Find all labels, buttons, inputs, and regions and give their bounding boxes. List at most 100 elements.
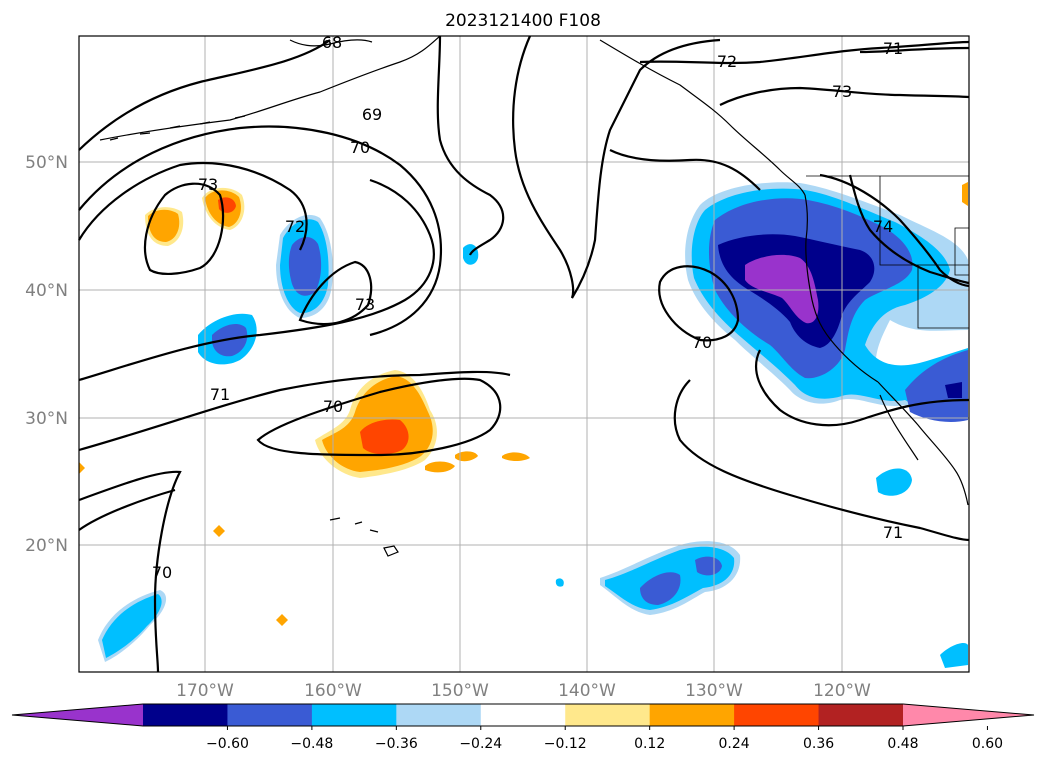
colorbar-tick-label: −0.48 bbox=[290, 736, 333, 752]
lon-tick-label: 120°W bbox=[813, 681, 871, 701]
contour-70-south bbox=[256, 377, 502, 457]
map-gridlines bbox=[79, 36, 969, 672]
contour-label: 72 bbox=[285, 217, 305, 236]
contour-71-west bbox=[78, 178, 435, 382]
state-border-b bbox=[917, 265, 969, 329]
small-orange-field-g bbox=[79, 462, 85, 474]
contour-73-ring bbox=[143, 182, 225, 275]
contour-72-ne bbox=[639, 40, 970, 65]
aleutian-islands bbox=[109, 115, 246, 141]
contour-label: 71 bbox=[883, 39, 903, 58]
orange-field-b bbox=[425, 461, 455, 473]
colorbar-tick-label: 0.24 bbox=[719, 736, 750, 752]
lat-tick-label: 40°N bbox=[25, 281, 68, 301]
contour-70-east-loop bbox=[658, 265, 740, 342]
contour-label: 74 bbox=[873, 217, 893, 236]
contour-70-west bbox=[78, 125, 442, 337]
lon-tick-label: 130°W bbox=[685, 681, 743, 701]
colorbar-tick-label: −0.60 bbox=[206, 736, 249, 752]
contour-label: 70 bbox=[692, 333, 712, 352]
pacific-nw-coast bbox=[804, 194, 879, 383]
contour-label: 70 bbox=[323, 397, 343, 416]
contour-label: 72 bbox=[717, 52, 737, 71]
subtropical-blue-field bbox=[640, 572, 681, 605]
baja-coast bbox=[877, 381, 969, 506]
small-skyblue-field-d bbox=[940, 643, 968, 668]
contour-70-southwest bbox=[78, 488, 176, 531]
contour-label: 71 bbox=[883, 523, 903, 542]
west-coast-purple-field bbox=[745, 254, 819, 324]
colorbar-segment bbox=[649, 704, 735, 726]
west-orange-field-a bbox=[148, 209, 180, 242]
west-pacific-skyblue-field bbox=[102, 594, 162, 658]
map-frame bbox=[78, 35, 970, 673]
contour-71-ne bbox=[859, 46, 970, 54]
contour-label: 73 bbox=[198, 175, 218, 194]
contour-73-se bbox=[848, 174, 970, 285]
baja-navy-field bbox=[945, 382, 962, 398]
small-skyblue-field-c bbox=[876, 468, 912, 496]
shaded-fields bbox=[79, 182, 968, 668]
height-contours bbox=[78, 35, 970, 673]
contour-73-east bbox=[719, 86, 970, 106]
contour-74-east bbox=[819, 173, 970, 288]
contour-71-southwest bbox=[78, 470, 182, 673]
coastlines bbox=[99, 35, 969, 557]
orange-field-c bbox=[455, 451, 478, 462]
latitude-labels: 50°N 40°N 30°N 20°N bbox=[25, 153, 68, 556]
lon-tick-label: 150°W bbox=[431, 681, 489, 701]
contour-label: 71 bbox=[210, 385, 230, 404]
lat-tick-label: 30°N bbox=[25, 409, 68, 429]
colorbar-extend-high bbox=[903, 704, 1034, 726]
orange-field-d bbox=[502, 452, 530, 461]
contour-72-east bbox=[609, 149, 761, 191]
colorbar-tick-label: −0.36 bbox=[375, 736, 418, 752]
colorbar-segment bbox=[565, 704, 651, 726]
contour-72-ring bbox=[78, 161, 308, 251]
state-border-a bbox=[879, 176, 969, 266]
colorbar-tick-label: 0.60 bbox=[972, 736, 1003, 752]
colorbar-segment bbox=[143, 704, 228, 726]
figure-title: 2023121400 F108 bbox=[445, 11, 601, 31]
baja-peninsula bbox=[879, 394, 919, 461]
contour-73-inner bbox=[298, 260, 373, 325]
colorbar-outline bbox=[11, 703, 1035, 727]
contour-71-south bbox=[78, 370, 511, 452]
lon-tick-label: 160°W bbox=[304, 681, 362, 701]
contour-70-east-trough bbox=[755, 349, 970, 427]
central-orangered-field bbox=[360, 419, 409, 455]
contour-label: 73 bbox=[832, 82, 852, 101]
contour-label: 70 bbox=[152, 563, 172, 582]
contour-labels: 68 69 70 71 72 73 74 73 72 73 70 71 70 7… bbox=[152, 33, 903, 582]
longitude-labels: 170°W 160°W 150°W 140°W 130°W 120°W bbox=[176, 681, 871, 701]
colorbar-segment bbox=[734, 704, 820, 726]
gulf-alaska-coast bbox=[599, 39, 806, 196]
contour-71-east-trough bbox=[673, 379, 970, 542]
colorbar-tick-label: −0.24 bbox=[459, 736, 502, 752]
colorbar-segment bbox=[227, 704, 313, 726]
contour-label: 73 bbox=[355, 295, 375, 314]
contour-69-71-west bbox=[78, 39, 331, 151]
contour-70-mid-ridge bbox=[436, 35, 505, 256]
contour-label: 70 bbox=[350, 138, 370, 157]
hawaii-islands bbox=[329, 517, 399, 557]
alaska-coast-b bbox=[289, 39, 373, 47]
lat-tick-label: 20°N bbox=[25, 536, 68, 556]
central-pacific-blue-field bbox=[288, 236, 322, 296]
lon-tick-label: 170°W bbox=[176, 681, 234, 701]
colorbar-segment bbox=[818, 704, 904, 726]
colorbar-tick-label: 0.12 bbox=[634, 736, 665, 752]
small-skyblue-field-e bbox=[555, 578, 564, 587]
contour-71-ridge bbox=[512, 35, 721, 299]
colorbar-tick-label: 0.36 bbox=[803, 736, 834, 752]
small-blue-field-a-inner bbox=[212, 324, 248, 357]
colorbar-tick-label: −0.12 bbox=[544, 736, 587, 752]
political-borders bbox=[806, 175, 970, 329]
lon-tick-label: 140°W bbox=[558, 681, 616, 701]
colorbar-segment bbox=[311, 704, 397, 726]
subtropical-blue-field-b bbox=[695, 556, 722, 576]
colorbar-tick-label: 0.48 bbox=[887, 736, 918, 752]
contour-label: 68 bbox=[322, 33, 342, 52]
contour-label: 69 bbox=[362, 105, 382, 124]
